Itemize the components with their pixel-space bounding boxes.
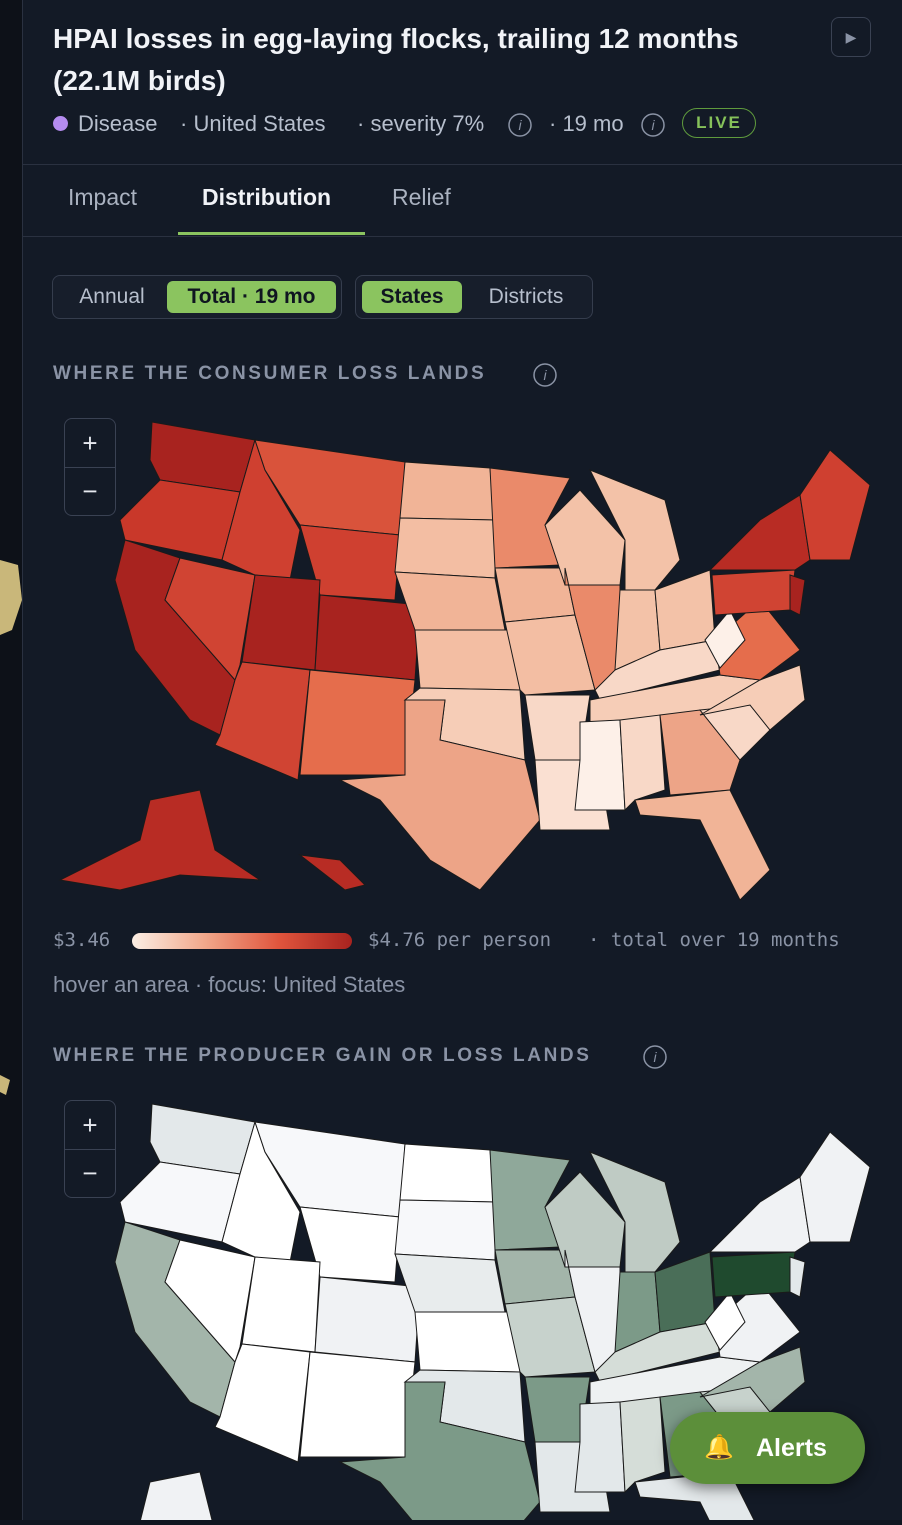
duration: · 19 mo <box>549 111 624 136</box>
state-shape[interactable] <box>574 719 626 811</box>
bell-icon: 🔔 <box>704 1434 734 1461</box>
divider <box>23 236 902 237</box>
state-shape[interactable] <box>338 1381 541 1520</box>
state-shape[interactable] <box>574 1401 626 1493</box>
state-shape[interactable] <box>789 1256 806 1298</box>
toggle-option-active[interactable]: States <box>362 281 462 313</box>
state-shape[interactable] <box>338 699 541 891</box>
state-shape[interactable] <box>544 489 626 586</box>
zoom-in[interactable]: + <box>82 428 98 458</box>
state-shape[interactable] <box>799 449 871 561</box>
state-shape[interactable] <box>654 1251 716 1333</box>
state-shape[interactable] <box>314 1276 421 1363</box>
zoom-divider <box>65 1149 115 1150</box>
info-icons: i i <box>508 113 665 137</box>
state-shape[interactable] <box>634 789 771 901</box>
svg-text:i: i <box>518 117 522 133</box>
zoom-control: + − <box>64 418 116 516</box>
state-shape[interactable] <box>58 789 262 891</box>
state-shape[interactable] <box>619 1396 666 1494</box>
state-shape[interactable] <box>534 759 611 831</box>
category: Disease <box>78 111 158 136</box>
zoom-in[interactable]: + <box>82 1110 98 1140</box>
zoom-control: + − <box>64 1100 116 1198</box>
state-shape[interactable] <box>708 1176 811 1253</box>
zoom-out[interactable]: − <box>82 1158 98 1188</box>
state-shape[interactable] <box>659 709 741 796</box>
tab-indicator <box>178 232 365 235</box>
state-shape[interactable] <box>394 1253 506 1313</box>
state-shape[interactable] <box>704 609 746 669</box>
state-shape[interactable] <box>711 1251 796 1298</box>
state-shape[interactable] <box>298 854 366 891</box>
svg-text:i: i <box>543 367 547 383</box>
section-title: WHERE THE CONSUMER LOSS LANDS <box>53 363 487 384</box>
state-shape[interactable] <box>799 1131 871 1243</box>
divider <box>23 164 902 165</box>
tab[interactable]: Impact <box>68 184 138 210</box>
state-shape[interactable] <box>544 1171 626 1268</box>
tab[interactable]: Relief <box>392 184 451 210</box>
svg-text:i: i <box>653 1049 657 1065</box>
play-button[interactable]: ▶ <box>831 17 871 57</box>
state-shape[interactable] <box>241 1256 321 1353</box>
live-badge: LIVE <box>682 108 756 138</box>
category-dot <box>53 116 68 131</box>
toggle-option[interactable]: Annual <box>79 285 145 308</box>
state-shape[interactable] <box>619 714 666 812</box>
zoom-out[interactable]: − <box>82 476 98 506</box>
alerts-label: Alerts <box>756 1434 827 1462</box>
info-icon: i <box>643 1045 667 1069</box>
alerts-button[interactable]: 🔔 Alerts <box>670 1412 865 1484</box>
state-shape[interactable] <box>504 614 596 696</box>
tab-active[interactable]: Distribution <box>202 184 332 210</box>
sidebar <box>0 0 23 1520</box>
zoom-divider <box>65 467 115 468</box>
state-shape[interactable] <box>60 1471 260 1520</box>
state-shape[interactable] <box>414 1311 521 1373</box>
legend-max: $4.76 per person <box>368 929 552 951</box>
severity: · severity 7% <box>357 111 485 136</box>
hover-status: hover an area · focus: United States <box>53 972 406 997</box>
sidebar-map <box>0 560 22 1095</box>
state-shape[interactable] <box>394 1199 496 1261</box>
legend-min: $3.46 <box>53 929 111 951</box>
state-shape[interactable] <box>789 574 806 616</box>
toggle-option-active[interactable]: Total · 19 mo <box>167 281 336 313</box>
info-icon: i <box>533 363 557 387</box>
state-shape[interactable] <box>299 1206 401 1283</box>
legend-gradient <box>132 933 352 949</box>
state-shape[interactable] <box>504 1296 596 1378</box>
state-shape[interactable] <box>399 1143 496 1203</box>
state-shape[interactable] <box>299 524 401 601</box>
state-shape[interactable] <box>534 1441 611 1513</box>
toggle-option[interactable]: Districts <box>488 285 564 308</box>
state-shape[interactable] <box>299 1351 416 1458</box>
svg-text:i: i <box>651 117 655 133</box>
state-shape[interactable] <box>704 1291 746 1351</box>
location: · United States <box>180 111 326 136</box>
page-title: HPAI losses in egg-laying flocks, traili… <box>53 23 739 96</box>
legend-note: · total over 19 months <box>588 929 840 951</box>
section-title: WHERE THE PRODUCER GAIN OR LOSS LANDS <box>53 1045 592 1066</box>
